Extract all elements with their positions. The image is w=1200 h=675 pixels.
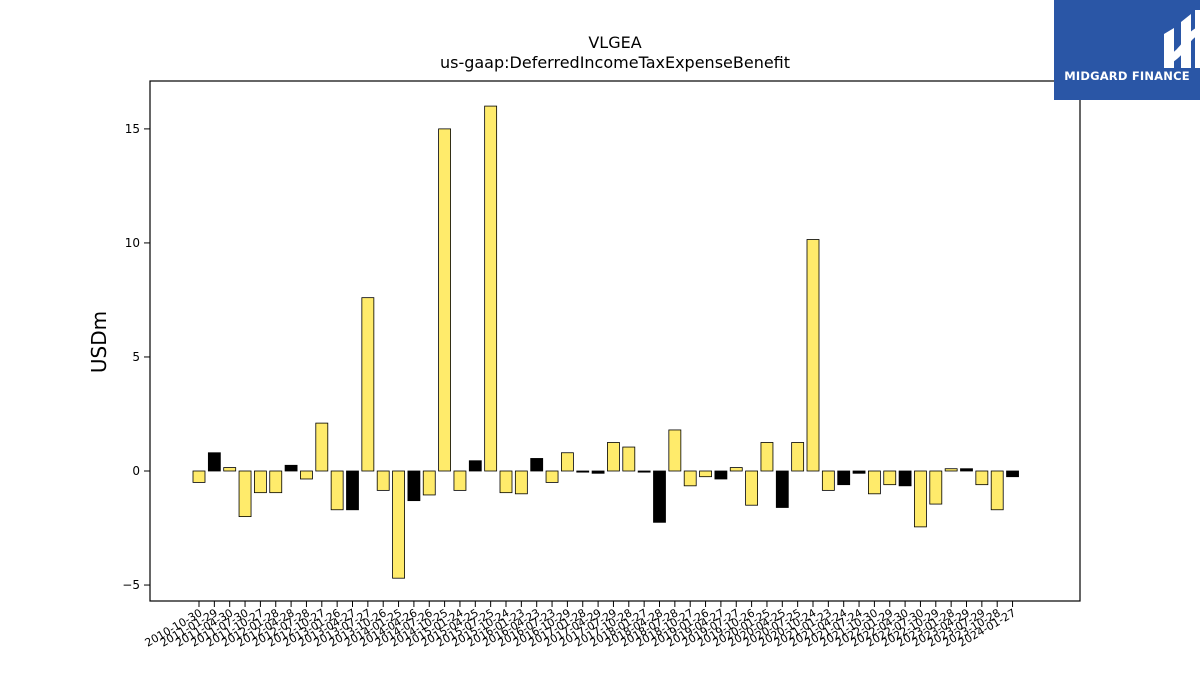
y-tick-label: 10 xyxy=(125,236,140,250)
bar-2012-04-28 xyxy=(284,464,298,472)
bar-2014-01-25 xyxy=(392,470,405,579)
bar-2022-01-29 xyxy=(883,470,897,486)
bar-2019-10-26 xyxy=(745,470,758,506)
y-tick-label: 0 xyxy=(132,464,140,478)
bar-2022-04-30 xyxy=(898,470,912,487)
bar-2012-01-28 xyxy=(269,470,283,494)
bar-2010-10-30 xyxy=(192,470,206,483)
bar-2023-04-29 xyxy=(960,468,973,472)
bar-2021-01-23 xyxy=(821,470,835,491)
bar-2011-07-30 xyxy=(238,470,252,518)
y-tick-label: 5 xyxy=(132,350,140,364)
bar-2014-10-25 xyxy=(438,128,452,472)
bar-2019-01-26 xyxy=(699,470,712,478)
y-tick-label: −5 xyxy=(122,578,140,592)
bar-2020-04-25 xyxy=(775,470,789,508)
bar-2023-07-29 xyxy=(975,470,989,486)
bar-2022-10-29 xyxy=(929,470,943,505)
bar-2018-10-27 xyxy=(683,470,697,487)
y-axis-ticks: −5 0 5 10 15 xyxy=(122,122,150,592)
bar-2017-01-28 xyxy=(576,470,590,473)
chart-subtitle: us-gaap:DeferredIncomeTaxExpenseBenefit xyxy=(440,53,790,72)
bar-2012-07-28 xyxy=(300,470,313,480)
bar-2017-04-29 xyxy=(591,470,605,474)
bar-2014-04-26 xyxy=(407,470,421,502)
y-tick-label: 15 xyxy=(125,122,140,136)
bar-2021-04-24 xyxy=(837,470,851,486)
bar-2011-10-27 xyxy=(253,470,267,494)
bar-2017-10-28 xyxy=(622,446,636,472)
bar-2011-04-30 xyxy=(223,467,237,472)
bar-2019-07-27 xyxy=(729,467,743,472)
chart-title: VLGEA xyxy=(588,33,641,52)
bar-2022-07-30 xyxy=(914,470,927,528)
bar-2020-10-24 xyxy=(806,239,820,472)
bar-2016-07-23 xyxy=(545,470,559,483)
bar-2011-01-29 xyxy=(207,452,221,472)
x-axis-ticks: 2010-10-302011-01-292011-04-302011-07-30… xyxy=(143,601,1018,650)
bar-2021-10-30 xyxy=(868,470,881,495)
bar-2023-01-28 xyxy=(944,468,958,472)
bar-2013-01-26 xyxy=(330,470,344,511)
bar-2017-07-29 xyxy=(607,442,620,472)
bar-2015-10-24 xyxy=(499,470,513,494)
bar-2016-04-23 xyxy=(530,458,544,472)
bar-2024-01-27 xyxy=(1006,470,1019,478)
bar-2019-04-27 xyxy=(714,470,728,480)
midgard-finance-logo: MIDGARD FINANCE xyxy=(1054,0,1200,100)
bar-2018-01-27 xyxy=(637,470,651,473)
bar-2016-01-23 xyxy=(514,470,528,495)
bar-2020-01-25 xyxy=(760,442,774,472)
bar-2015-07-25 xyxy=(484,105,498,472)
bar-2018-07-28 xyxy=(668,429,682,472)
bar-2020-07-25 xyxy=(791,442,805,472)
plot-area-frame xyxy=(149,80,1081,602)
bar-2015-04-25 xyxy=(468,460,482,472)
bar-2014-07-26 xyxy=(422,470,436,496)
bar-2018-04-28 xyxy=(653,470,666,523)
bar-2016-10-29 xyxy=(561,452,574,472)
bar-2013-10-26 xyxy=(376,470,390,491)
logo-text: MIDGARD FINANCE xyxy=(1064,69,1190,83)
bar-2021-07-24 xyxy=(852,470,866,474)
logo-mark-icon xyxy=(1164,10,1200,68)
bar-2023-10-28 xyxy=(990,470,1004,511)
bars-group xyxy=(192,105,1019,579)
bar-2013-04-27 xyxy=(346,470,359,511)
y-axis-label: USDm xyxy=(87,311,111,373)
bar-2013-07-27 xyxy=(361,297,375,472)
bar-2015-01-24 xyxy=(453,470,467,491)
bar-2012-10-27 xyxy=(315,422,329,472)
